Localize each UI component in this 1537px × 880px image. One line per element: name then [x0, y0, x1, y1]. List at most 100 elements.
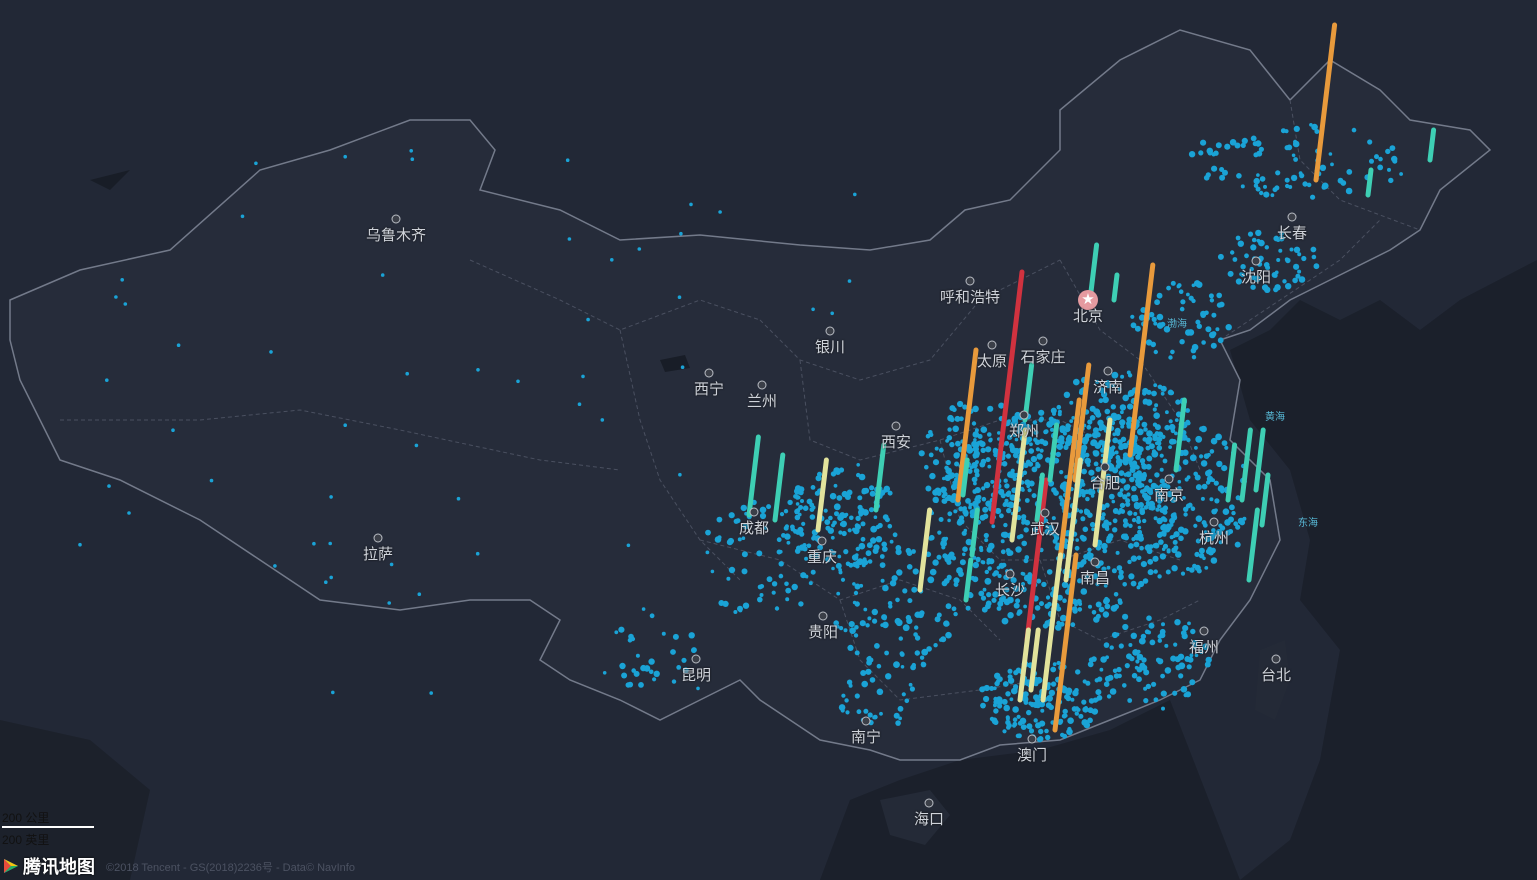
- city-label[interactable]: 长沙: [994, 582, 1026, 599]
- data-point: [941, 498, 948, 504]
- city-label[interactable]: 武汉: [1029, 521, 1061, 538]
- data-bar: [1057, 397, 1082, 563]
- data-point: [1104, 675, 1111, 682]
- data-point: [1278, 235, 1285, 242]
- data-point: [933, 643, 938, 648]
- city-marker-icon[interactable]: [1287, 212, 1297, 222]
- city-label[interactable]: 乌鲁木齐: [365, 227, 427, 244]
- data-point: [1256, 150, 1263, 157]
- data-point: [1038, 728, 1044, 735]
- data-point: [958, 506, 964, 512]
- city-label[interactable]: 呼和浩特: [939, 289, 1001, 306]
- data-point: [882, 584, 889, 592]
- city-label[interactable]: 重庆: [806, 549, 838, 566]
- city-label[interactable]: 昆明: [680, 667, 712, 684]
- city-marker-icon[interactable]: [1040, 508, 1050, 518]
- city-label[interactable]: 贵阳: [807, 624, 839, 641]
- city-label[interactable]: 石家庄: [1020, 349, 1066, 366]
- city-label[interactable]: 太原: [976, 353, 1008, 370]
- city-label[interactable]: 长春: [1276, 225, 1308, 242]
- data-point: [1147, 436, 1153, 442]
- city-marker-icon[interactable]: [1038, 336, 1048, 346]
- data-point: [972, 431, 980, 438]
- data-point: [1169, 522, 1174, 527]
- data-point: [1270, 193, 1275, 198]
- data-point: [1224, 519, 1231, 526]
- city-marker-icon[interactable]: [757, 380, 767, 390]
- data-point: [904, 698, 910, 704]
- capital-star-icon[interactable]: ★: [1078, 290, 1098, 310]
- city-marker-icon[interactable]: [1164, 474, 1174, 484]
- city-marker-icon[interactable]: [704, 368, 714, 378]
- data-point: [1006, 490, 1012, 495]
- data-point: [312, 541, 316, 546]
- tencent-map-logo[interactable]: 腾讯地图: [2, 854, 95, 878]
- city-label[interactable]: 台北: [1260, 667, 1292, 684]
- city-marker-icon[interactable]: [1251, 256, 1261, 266]
- city-label[interactable]: 合肥: [1089, 475, 1121, 492]
- city-label[interactable]: 银川: [814, 339, 846, 356]
- city-label[interactable]: 南昌: [1079, 570, 1111, 587]
- city-label[interactable]: 南宁: [850, 729, 882, 746]
- city-marker-icon[interactable]: [965, 276, 975, 286]
- data-point: [1220, 489, 1225, 494]
- data-bars: [746, 22, 1437, 733]
- data-point: [870, 525, 878, 533]
- city-marker-icon[interactable]: [1271, 654, 1281, 664]
- city-marker-icon[interactable]: [1090, 557, 1100, 567]
- city-label[interactable]: 西安: [880, 434, 912, 451]
- city-label[interactable]: 拉萨: [362, 546, 394, 563]
- city-marker-icon[interactable]: [987, 340, 997, 350]
- city-marker-icon[interactable]: [818, 611, 828, 621]
- city-label[interactable]: 兰州: [746, 393, 778, 410]
- city-marker-icon[interactable]: [1209, 517, 1219, 527]
- data-point: [1146, 430, 1153, 437]
- data-point: [783, 525, 789, 531]
- city-marker-icon[interactable]: [373, 533, 383, 543]
- city-label[interactable]: 海口: [913, 811, 945, 828]
- city-label[interactable]: 沈阳: [1240, 269, 1272, 286]
- city-label[interactable]: 济南: [1092, 379, 1124, 396]
- data-point: [1280, 128, 1286, 134]
- city-marker-icon[interactable]: [891, 421, 901, 431]
- data-point: [1130, 580, 1137, 587]
- data-point: [1143, 669, 1150, 676]
- city-marker-icon[interactable]: [1019, 410, 1029, 420]
- data-point: [1293, 157, 1298, 162]
- city-marker-icon[interactable]: [391, 214, 401, 224]
- city-marker-icon[interactable]: [817, 536, 827, 546]
- city-marker-icon[interactable]: [1027, 734, 1037, 744]
- data-point: [936, 491, 942, 496]
- city-label[interactable]: 杭州: [1198, 530, 1230, 547]
- city-marker-icon[interactable]: [691, 654, 701, 664]
- city-marker-icon[interactable]: [924, 798, 934, 808]
- data-point: [833, 503, 841, 511]
- city-marker-icon[interactable]: [749, 507, 759, 517]
- data-point: [1126, 416, 1133, 423]
- data-point: [1191, 298, 1196, 304]
- city-marker-icon[interactable]: [861, 716, 871, 726]
- city-label[interactable]: 澳门: [1016, 747, 1048, 764]
- city-marker-icon[interactable]: [1005, 569, 1015, 579]
- data-point: [908, 682, 913, 687]
- city-label[interactable]: 福州: [1188, 639, 1220, 656]
- data-point: [1028, 448, 1035, 454]
- data-point: [1113, 592, 1119, 597]
- city-label[interactable]: 郑州: [1008, 423, 1040, 440]
- data-point: [984, 577, 992, 585]
- city-marker-icon[interactable]: [1199, 626, 1209, 636]
- data-point: [1147, 569, 1154, 576]
- data-point: [843, 549, 849, 555]
- city-label[interactable]: 南京: [1153, 487, 1185, 504]
- city-label[interactable]: 西宁: [693, 381, 725, 398]
- data-point: [625, 682, 631, 688]
- data-point: [1125, 501, 1131, 507]
- data-point: [932, 559, 939, 566]
- data-point: [1182, 496, 1186, 500]
- city-marker-icon[interactable]: [1100, 462, 1110, 472]
- city-label[interactable]: 北京: [1072, 308, 1104, 325]
- city-marker-icon[interactable]: [1103, 366, 1113, 376]
- city-marker-icon[interactable]: [825, 326, 835, 336]
- city-label[interactable]: 成都: [738, 520, 770, 537]
